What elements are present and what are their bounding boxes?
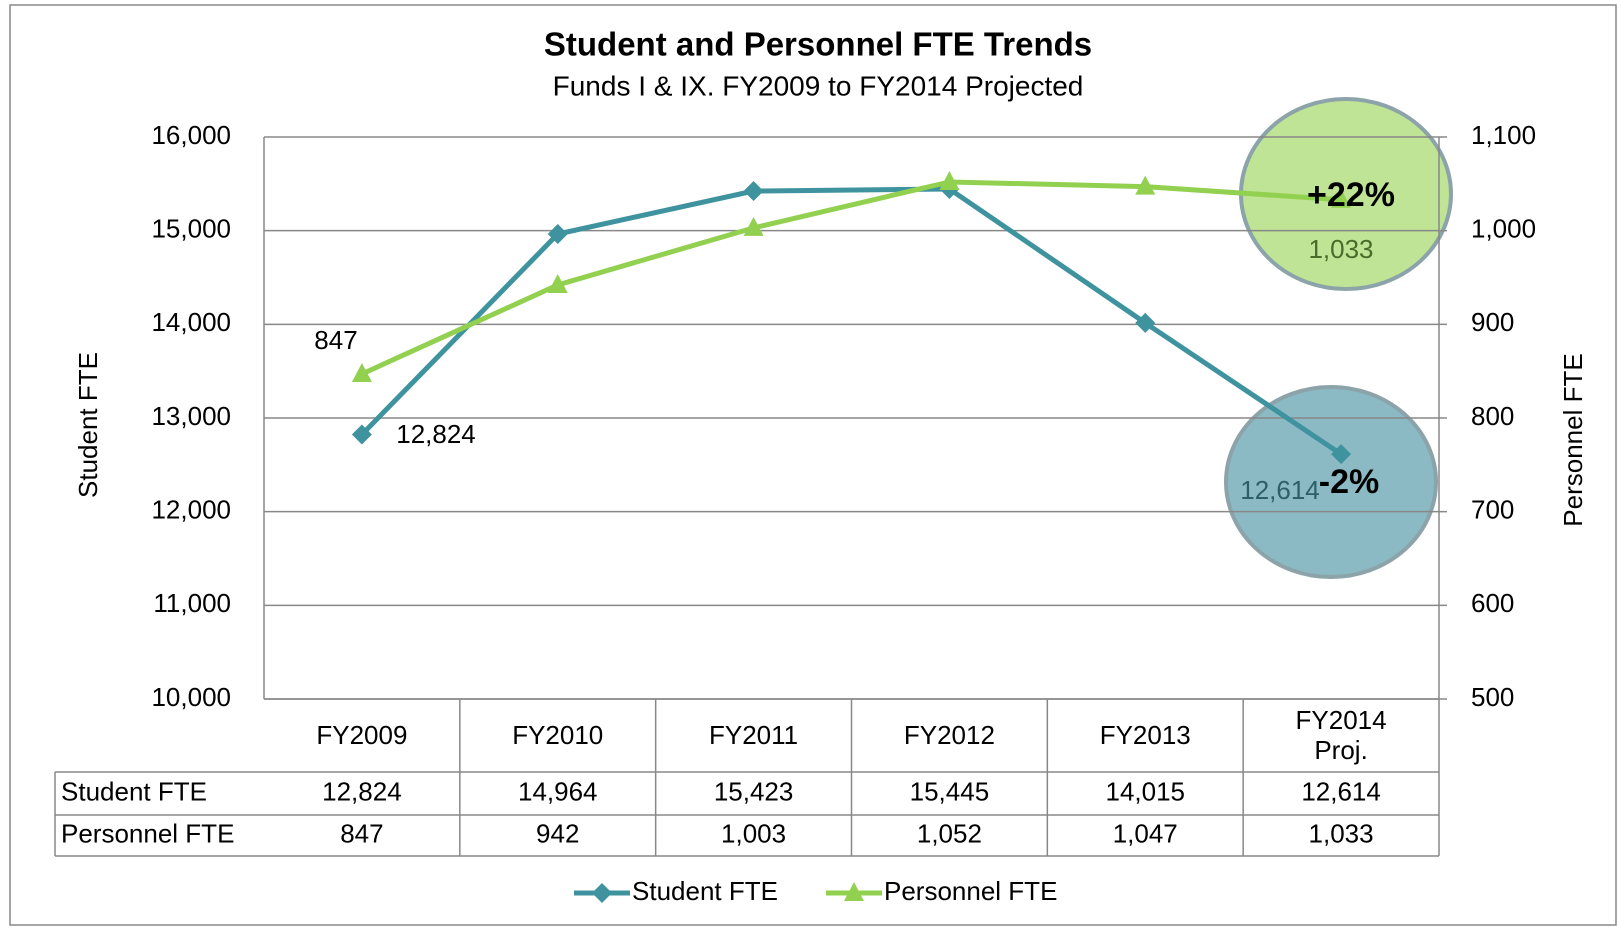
- category-label: FY2013: [1099, 720, 1191, 750]
- table-row-label: Student FTE: [61, 776, 207, 806]
- data-label: 1,033: [1308, 234, 1373, 264]
- point-marker: [939, 170, 960, 190]
- series-line: [360, 186, 1343, 457]
- table-row-label: Personnel FTE: [61, 818, 234, 848]
- y2-tick-label: 500: [1471, 682, 1514, 712]
- table-value: 15,445: [910, 776, 990, 806]
- point-marker: [351, 362, 372, 382]
- annotation: -2%: [1319, 463, 1379, 501]
- annotation: +22%: [1307, 176, 1395, 214]
- series-line: [360, 179, 1342, 377]
- chart-title: Student and Personnel FTE Trends: [544, 26, 1092, 63]
- data-label: 12,614: [1240, 475, 1320, 505]
- point-marker: [743, 181, 764, 202]
- y-tick-label: 14,000: [151, 307, 231, 337]
- chart-subtitle: Funds I & IX. FY2009 to FY2014 Projected: [553, 70, 1084, 101]
- table-value: 942: [536, 818, 579, 848]
- data-label: 12,824: [396, 419, 476, 449]
- y2-tick-label: 1,000: [1471, 214, 1536, 244]
- y2-tick-label: 700: [1471, 495, 1514, 525]
- table-value: 1,052: [917, 818, 982, 848]
- table-value: 14,964: [518, 776, 598, 806]
- point-marker: [351, 424, 372, 445]
- y-tick-label: 11,000: [153, 588, 231, 618]
- table-value: 1,047: [1113, 818, 1178, 848]
- table-value: 15,423: [714, 776, 794, 806]
- table-value: 1,003: [721, 818, 786, 848]
- category-label: FY2014 Proj.: [1295, 705, 1387, 765]
- point-marker: [844, 882, 864, 901]
- legend-label: Student FTE: [632, 876, 778, 906]
- category-label: FY2011: [709, 720, 799, 750]
- point-marker: [1135, 312, 1156, 333]
- legend-label: Personnel FTE: [884, 876, 1057, 906]
- y2-tick-label: 900: [1471, 307, 1514, 337]
- point-marker: [547, 224, 568, 245]
- y2-tick-label: 800: [1471, 401, 1514, 431]
- y-tick-label: 16,000: [151, 120, 231, 150]
- table-value: 1,033: [1309, 818, 1374, 848]
- category-label: FY2012: [903, 720, 995, 750]
- table-value: 14,015: [1105, 776, 1185, 806]
- point-marker: [1135, 175, 1156, 195]
- y-tick-label: 15,000: [151, 214, 231, 244]
- table-value: 12,824: [322, 776, 402, 806]
- y-tick-label: 13,000: [151, 401, 231, 431]
- point-marker: [743, 216, 764, 236]
- chart-frame: [9, 4, 1617, 926]
- y-axis-label: Student FTE: [73, 352, 103, 498]
- category-label: FY2010: [512, 720, 604, 750]
- y2-axis-label: Personnel FTE: [1558, 353, 1588, 526]
- y2-tick-label: 600: [1471, 588, 1514, 618]
- data-label: 847: [314, 325, 357, 355]
- y-tick-label: 10,000: [151, 682, 231, 712]
- point-marker: [1331, 188, 1352, 208]
- table-value: 12,614: [1301, 776, 1381, 806]
- category-label: FY2009: [316, 720, 408, 750]
- point-marker: [592, 883, 612, 903]
- highlight-circle: [1224, 385, 1438, 579]
- point-marker: [547, 273, 568, 293]
- table-value: 847: [340, 818, 383, 848]
- point-marker: [1331, 444, 1352, 465]
- y-tick-label: 12,000: [151, 495, 231, 525]
- y2-tick-label: 1,100: [1471, 120, 1536, 150]
